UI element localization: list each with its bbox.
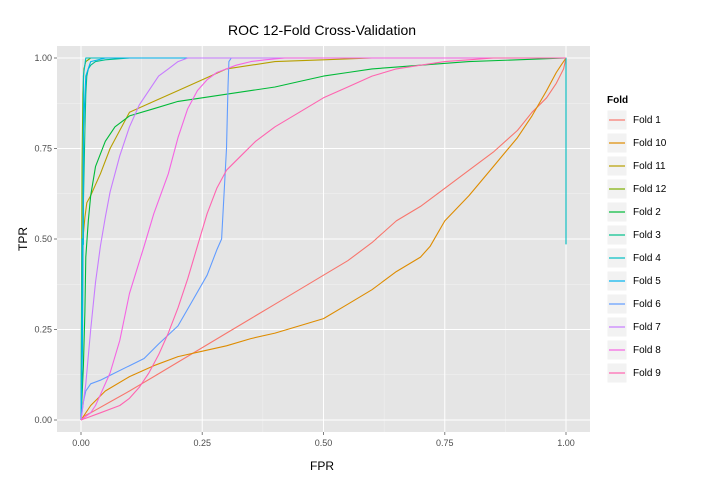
x-tick-label: 0.75 <box>436 438 454 448</box>
legend-item-fold-4: Fold 4 <box>606 247 661 269</box>
x-tick-label: 0.00 <box>72 438 90 448</box>
series-line-fold-9 <box>80 57 566 421</box>
x-axis-ticks: 0.00 0.25 0.50 0.75 1.00 <box>72 432 575 448</box>
y-tick-label: 0.00 <box>34 415 52 425</box>
legend-label: Fold 1 <box>633 115 661 126</box>
x-tick-label: 0.50 <box>315 438 333 448</box>
x-tick-label: 0.25 <box>193 438 211 448</box>
legend-label: Fold 7 <box>633 322 661 333</box>
series-line-fold-10 <box>80 57 567 421</box>
legend-item-fold-8: Fold 8 <box>606 339 661 361</box>
series-lines <box>80 57 567 421</box>
legend-item-fold-11: Fold 11 <box>606 155 666 177</box>
legend-item-fold-9: Fold 9 <box>606 362 661 384</box>
legend-label: Fold 12 <box>633 184 667 195</box>
legend-label: Fold 5 <box>633 276 661 287</box>
legend-item-fold-6: Fold 6 <box>606 293 661 315</box>
legend-label: Fold 3 <box>633 230 661 241</box>
legend-item-fold-10: Fold 10 <box>606 132 667 154</box>
legend-label: Fold 10 <box>633 138 667 149</box>
legend-label: Fold 6 <box>633 299 661 310</box>
legend-item-fold-5: Fold 5 <box>606 270 661 292</box>
series-line-fold-11 <box>80 57 566 421</box>
x-axis-title: FPR <box>310 459 334 473</box>
legend-label: Fold 4 <box>633 253 661 264</box>
series-line-fold-2 <box>80 57 567 421</box>
chart-title: ROC 12-Fold Cross-Validation <box>228 22 416 38</box>
x-tick-label: 1.00 <box>557 438 575 448</box>
series-line-fold-7 <box>80 57 566 421</box>
legend-label: Fold 11 <box>633 161 666 172</box>
legend-item-fold-3: Fold 3 <box>606 224 661 246</box>
series-line-fold-8 <box>80 57 566 421</box>
y-axis-ticks: 0.00 0.25 0.50 0.75 1.00 <box>34 53 57 425</box>
legend-item-fold-7: Fold 7 <box>606 316 661 338</box>
series-line-fold-1 <box>80 57 567 421</box>
legend-label: Fold 8 <box>633 345 661 356</box>
legend-item-fold-1: Fold 1 <box>606 109 661 131</box>
y-axis-title: TPR <box>16 227 30 251</box>
legend-item-fold-2: Fold 2 <box>606 201 661 223</box>
y-tick-label: 0.50 <box>34 234 52 244</box>
y-tick-label: 1.00 <box>34 53 52 63</box>
legend-label: Fold 2 <box>633 207 661 218</box>
legend-item-fold-12: Fold 12 <box>606 178 667 200</box>
legend-title: Fold <box>607 95 628 106</box>
legend: Fold 1 Fold 10 Fold 11 Fold 12 Fold 2 Fold 3 F… <box>606 109 667 384</box>
y-tick-label: 0.25 <box>34 325 52 335</box>
legend-label: Fold 9 <box>633 368 661 379</box>
y-tick-label: 0.75 <box>34 144 52 154</box>
